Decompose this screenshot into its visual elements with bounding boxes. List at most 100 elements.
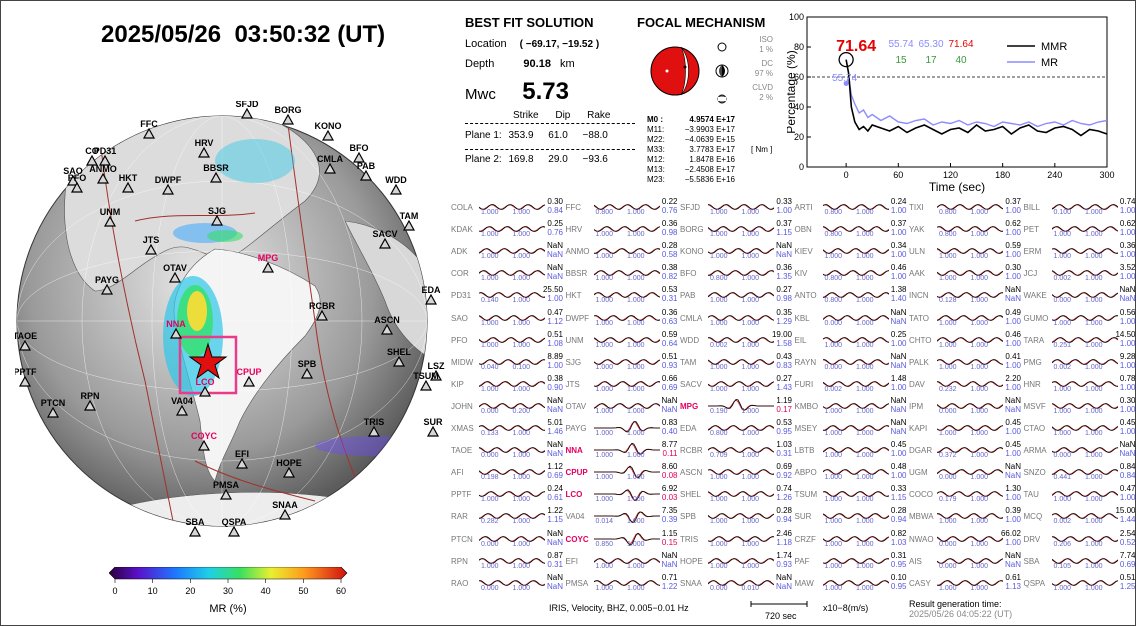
waveform: [937, 447, 1003, 453]
trace-vr: 0.45: [1005, 440, 1021, 450]
waveform: [593, 336, 660, 343]
trace-weight-a: 1.000: [1053, 407, 1072, 415]
trace-cell: CMLA 1.000 1.000 0.35 1.29: [680, 308, 792, 330]
trace-station: FFC: [565, 203, 582, 212]
trace-metrics: 0.83 0.40: [662, 418, 678, 436]
station-label: BBSR: [203, 163, 229, 173]
trace-station: NNA: [565, 446, 583, 456]
observed-trace: [708, 204, 774, 210]
trace-vr: 0.53: [661, 285, 678, 295]
trace-weight-b: 1.000: [627, 297, 645, 305]
trace-ratio: NaN: [1004, 471, 1021, 481]
trace-weight-a: 1.000: [939, 275, 957, 283]
trace-ratio: 1.00: [1119, 250, 1136, 260]
trace-weights: 1.000 1.000: [939, 253, 988, 260]
tensor-row: M22: −4.0639 E+15: [647, 135, 735, 145]
trace-station: CRZF: [794, 534, 816, 544]
trace-weight-b: 1.000: [970, 319, 989, 327]
trace-vr: 0.37: [776, 219, 792, 229]
trace-weights: 1.000 1.000: [481, 231, 530, 238]
station-label: HKT: [119, 173, 138, 183]
station-label: TRIS: [364, 417, 385, 427]
trace-weight-a: 1.000: [595, 319, 614, 327]
trace-weights: 0.002 1.000: [1054, 364, 1103, 371]
trace-weight-b: 1.000: [512, 496, 531, 504]
waveform: [937, 579, 1003, 586]
trace-weight-b: 1.000: [1085, 496, 1103, 504]
trace-vr: 19.00: [771, 329, 792, 339]
observed-trace: [822, 204, 889, 210]
trace-station: MCQ: [1023, 512, 1043, 522]
trace-vr: 0.69: [776, 462, 792, 472]
trace-weights: 0.709 1.000: [710, 452, 759, 459]
trace-metrics: NaN NaN: [1005, 396, 1021, 414]
trace-weight-b: 1.000: [856, 319, 874, 327]
waveform: [708, 447, 774, 454]
trace-weight-b: 1.000: [856, 341, 874, 349]
trace-station: DWPF: [565, 313, 590, 323]
trace-ratio: 1.00: [1119, 316, 1136, 326]
trace-weight-b: 1.000: [970, 341, 989, 349]
trace-ratio: 0.11: [662, 449, 678, 459]
observed-trace: [593, 358, 660, 365]
observed-trace: [937, 403, 1003, 409]
trace-weight-b: 1.000: [856, 430, 874, 437]
trace-metrics: 19.00 1.58: [772, 330, 792, 348]
trace-ratio: 1.00: [1005, 272, 1021, 282]
trace-weight-a: 0.198: [481, 474, 499, 482]
station-triangle-icon: [168, 271, 182, 283]
trace-weight-b: 1.000: [627, 275, 645, 283]
tensor-value: 1.8478 E+16: [689, 155, 735, 164]
trace-weight-a: 0.000: [1053, 297, 1072, 305]
trace-station: RAR: [451, 512, 468, 522]
trace-ratio: 1.00: [1005, 427, 1021, 436]
trace-ratio: 0.64: [661, 338, 678, 348]
station-label: EDA: [421, 285, 441, 295]
trace-ratio: 1.44: [1119, 515, 1136, 525]
trace-weights: 1.000 1.000: [825, 585, 874, 592]
station-triangle-icon: [121, 181, 135, 193]
station-triangle-icon: [242, 375, 256, 387]
waveform: [708, 270, 774, 277]
station-triangle-icon: [282, 466, 296, 478]
waveform: [822, 513, 889, 520]
observed-trace: [937, 579, 1003, 586]
trace-cell: RPN 1.000 1.000 0.87 0.31: [451, 551, 563, 573]
trace-cell: CRZF 1.000 1.000 0.82 1.03: [795, 529, 907, 551]
trace-weight-a: 1.000: [595, 452, 614, 460]
trace-weights: 0.133 1.000: [481, 430, 530, 437]
plane-header: Strike Dip Rake: [465, 110, 635, 124]
trace-weight-b: 1.000: [741, 209, 760, 216]
trace-weight-a: 1.000: [710, 297, 728, 305]
observed-trace: [593, 270, 660, 277]
trace-metrics: 1.19 0.17: [776, 396, 792, 414]
trace-vr: 0.25: [890, 329, 907, 339]
trace-ratio: 1.00: [1119, 360, 1136, 370]
plane2-label: Plane 2:: [465, 154, 502, 165]
trace-weight-a: 0.133: [481, 430, 499, 437]
trace-metrics: 0.51 1.25: [1120, 573, 1135, 591]
observed-trace: [708, 314, 774, 321]
trace-station: CHTO: [909, 335, 932, 345]
trace-weights: 0.232 1.000: [939, 386, 988, 393]
trace-weights: 1.000 1.000: [596, 408, 645, 415]
plane1-label: Plane 1:: [465, 130, 502, 141]
station-label: SAO: [63, 166, 83, 176]
trace-vr: 0.25: [547, 219, 563, 229]
observed-trace: [822, 226, 889, 232]
trace-weight-a: 1.000: [939, 363, 957, 371]
trace-weights: 0.000 1.000: [939, 563, 988, 570]
trace-weight-a: 0.709: [710, 452, 728, 460]
trace-metrics: 7.35 0.39: [662, 506, 678, 524]
station-label: TAOE: [15, 331, 37, 341]
trace-metrics: 0.43 0.83: [776, 352, 792, 370]
waveform: [822, 292, 889, 299]
tensor-key: M0 :: [647, 115, 663, 124]
peak-marker: [838, 51, 854, 68]
trace-weight-a: 1.000: [481, 562, 499, 570]
station-triangle-icon: [100, 283, 114, 295]
result-time-value: 2025/05/26 04:05:22 (UT): [909, 609, 1013, 619]
trace-metrics: 0.25 0.76: [547, 219, 563, 237]
trace-weights: 1.000 1.000: [825, 563, 874, 570]
observed-trace: [593, 532, 660, 545]
